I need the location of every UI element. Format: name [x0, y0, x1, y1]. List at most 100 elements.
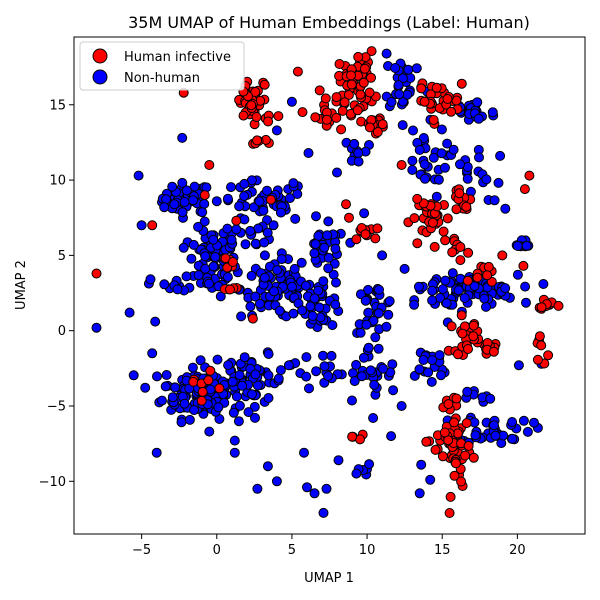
data-point	[431, 82, 442, 93]
data-point	[239, 178, 250, 189]
data-point	[512, 241, 523, 251]
data-point	[553, 300, 564, 311]
data-point	[351, 468, 362, 479]
data-point	[374, 284, 384, 295]
data-point	[196, 395, 207, 406]
data-point	[249, 401, 260, 412]
x-tick-label: −5	[132, 543, 151, 558]
data-point	[259, 250, 270, 261]
data-point	[251, 112, 262, 122]
data-point	[136, 220, 147, 231]
data-point	[323, 263, 334, 274]
data-point	[356, 371, 367, 382]
data-point	[307, 311, 318, 321]
data-point	[339, 97, 350, 108]
data-point	[386, 431, 397, 442]
data-point	[302, 482, 312, 493]
data-point	[409, 213, 420, 224]
data-point	[418, 133, 429, 143]
data-point	[386, 97, 397, 107]
data-point	[297, 305, 308, 316]
data-point	[346, 70, 356, 81]
data-point	[352, 105, 363, 116]
data-point	[303, 148, 314, 158]
data-point	[203, 375, 214, 386]
data-point	[331, 277, 341, 288]
data-point	[254, 298, 265, 309]
x-tick-label: 15	[434, 543, 451, 558]
data-point	[536, 302, 547, 313]
data-point	[330, 299, 341, 310]
data-point	[204, 278, 214, 289]
data-point	[441, 298, 452, 309]
data-point	[330, 243, 341, 254]
data-point	[360, 229, 371, 240]
data-point	[213, 402, 224, 413]
data-point	[319, 242, 330, 253]
data-point	[489, 420, 499, 431]
data-point	[532, 354, 543, 365]
data-point	[463, 247, 474, 258]
data-point	[333, 455, 344, 466]
data-point	[263, 349, 274, 359]
x-tick-label: 10	[359, 543, 376, 558]
data-point	[226, 234, 237, 245]
data-point	[445, 491, 456, 502]
data-point	[488, 346, 499, 357]
data-point	[246, 100, 257, 111]
data-point	[440, 162, 450, 173]
data-point	[147, 220, 158, 231]
data-point	[177, 132, 188, 143]
data-point	[396, 401, 407, 411]
data-point	[353, 148, 364, 159]
data-point	[423, 367, 434, 378]
legend: Human infective Non-human	[79, 41, 245, 91]
data-point	[227, 376, 238, 387]
data-point	[500, 283, 511, 294]
data-point	[455, 159, 465, 170]
data-point	[507, 433, 518, 444]
data-point	[326, 350, 337, 361]
data-point	[411, 63, 422, 74]
data-point	[349, 376, 360, 387]
data-point	[370, 332, 381, 343]
data-point	[428, 152, 439, 163]
legend-marker-non-human	[92, 69, 108, 85]
data-point	[250, 291, 261, 302]
data-point	[377, 250, 388, 261]
data-point	[309, 488, 320, 499]
data-point	[468, 452, 479, 463]
data-point	[414, 488, 425, 499]
data-point	[437, 284, 448, 295]
data-point	[200, 251, 211, 262]
data-point	[229, 435, 240, 446]
data-point	[197, 386, 208, 397]
data-point	[245, 301, 256, 312]
data-point	[290, 213, 301, 224]
data-point	[288, 178, 299, 189]
data-point	[150, 316, 161, 327]
data-point	[472, 272, 483, 283]
data-point	[538, 279, 549, 289]
data-point	[188, 239, 199, 250]
data-point	[519, 184, 530, 195]
data-point	[444, 508, 455, 518]
data-point	[151, 447, 162, 458]
data-point	[311, 366, 322, 377]
data-point	[355, 89, 366, 100]
data-point	[360, 295, 371, 306]
data-point	[252, 135, 263, 146]
data-point	[489, 195, 500, 206]
data-point	[364, 459, 375, 470]
data-point	[265, 194, 276, 205]
data-point	[363, 307, 374, 318]
data-point	[247, 389, 257, 400]
data-point	[364, 122, 375, 133]
data-point	[296, 257, 307, 268]
data-point	[409, 299, 420, 310]
data-point	[252, 483, 263, 494]
data-point	[259, 272, 270, 283]
legend-box	[79, 41, 245, 91]
data-point	[383, 309, 394, 320]
data-point	[268, 220, 279, 231]
